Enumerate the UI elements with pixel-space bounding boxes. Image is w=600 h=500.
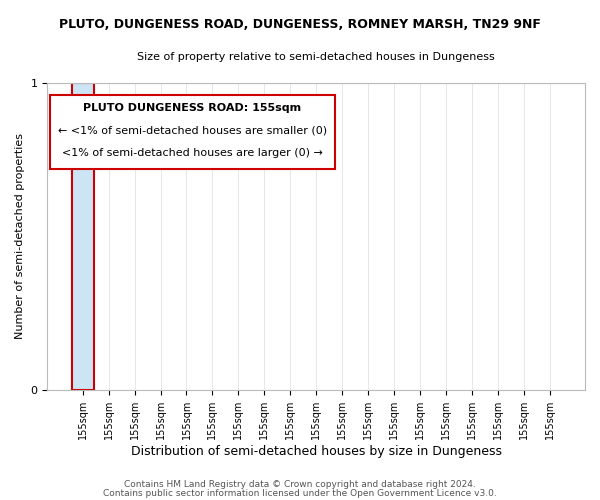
Text: PLUTO DUNGENESS ROAD: 155sqm: PLUTO DUNGENESS ROAD: 155sqm — [83, 104, 302, 114]
Text: ← <1% of semi-detached houses are smaller (0): ← <1% of semi-detached houses are smalle… — [58, 126, 327, 136]
Text: Contains HM Land Registry data © Crown copyright and database right 2024.: Contains HM Land Registry data © Crown c… — [124, 480, 476, 489]
Bar — [72, 82, 94, 390]
Text: <1% of semi-detached houses are larger (0) →: <1% of semi-detached houses are larger (… — [62, 148, 323, 158]
Text: Contains public sector information licensed under the Open Government Licence v3: Contains public sector information licen… — [103, 488, 497, 498]
Y-axis label: Number of semi-detached properties: Number of semi-detached properties — [15, 134, 25, 340]
FancyBboxPatch shape — [50, 95, 335, 168]
Title: Size of property relative to semi-detached houses in Dungeness: Size of property relative to semi-detach… — [137, 52, 495, 62]
Text: PLUTO, DUNGENESS ROAD, DUNGENESS, ROMNEY MARSH, TN29 9NF: PLUTO, DUNGENESS ROAD, DUNGENESS, ROMNEY… — [59, 18, 541, 30]
X-axis label: Distribution of semi-detached houses by size in Dungeness: Distribution of semi-detached houses by … — [131, 444, 502, 458]
